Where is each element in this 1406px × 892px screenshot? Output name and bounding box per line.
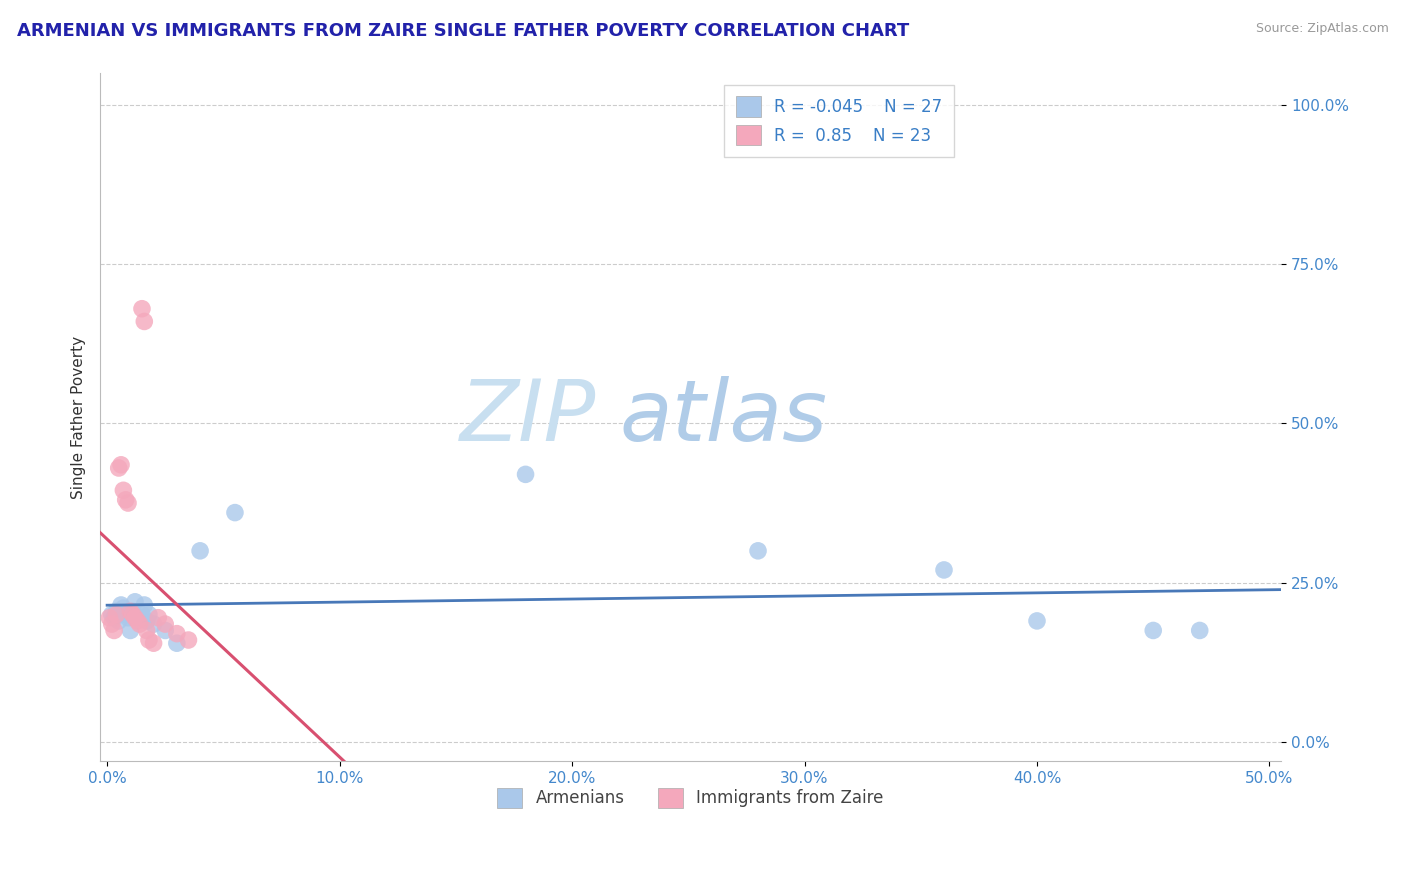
Point	[135, 614, 157, 628]
Point	[142, 636, 165, 650]
Point	[135, 624, 157, 638]
Point	[138, 633, 160, 648]
Point	[134, 598, 156, 612]
Point	[142, 617, 165, 632]
Text: Source: ZipAtlas.com: Source: ZipAtlas.com	[1256, 22, 1389, 36]
Point	[128, 617, 150, 632]
Point	[127, 614, 149, 628]
Point	[932, 563, 955, 577]
Point	[166, 626, 188, 640]
Y-axis label: Single Father Poverty: Single Father Poverty	[72, 335, 86, 499]
Point	[177, 633, 200, 648]
Point	[155, 624, 177, 638]
Point	[105, 604, 128, 618]
Point	[110, 458, 132, 472]
Point	[112, 483, 135, 498]
Point	[103, 624, 125, 638]
Point	[131, 607, 153, 622]
Point	[98, 611, 121, 625]
Point	[100, 607, 122, 622]
Text: ZIP: ZIP	[460, 376, 596, 458]
Point	[747, 544, 769, 558]
Point	[100, 617, 122, 632]
Point	[131, 301, 153, 316]
Point	[103, 611, 125, 625]
Point	[107, 461, 129, 475]
Point	[107, 614, 129, 628]
Point	[166, 636, 188, 650]
Point	[188, 544, 211, 558]
Point	[120, 624, 142, 638]
Point	[114, 607, 136, 622]
Point	[1188, 624, 1211, 638]
Point	[120, 604, 142, 618]
Point	[155, 617, 177, 632]
Point	[105, 607, 128, 622]
Point	[112, 601, 135, 615]
Point	[148, 611, 170, 625]
Point	[224, 506, 246, 520]
Point	[121, 604, 143, 618]
Point	[114, 492, 136, 507]
Point	[117, 496, 139, 510]
Text: atlas: atlas	[620, 376, 828, 458]
Point	[134, 314, 156, 328]
Point	[110, 598, 132, 612]
Point	[515, 467, 537, 482]
Point	[121, 607, 143, 622]
Point	[1026, 614, 1049, 628]
Text: ARMENIAN VS IMMIGRANTS FROM ZAIRE SINGLE FATHER POVERTY CORRELATION CHART: ARMENIAN VS IMMIGRANTS FROM ZAIRE SINGLE…	[17, 22, 910, 40]
Point	[117, 611, 139, 625]
Point	[124, 611, 146, 625]
Point	[138, 607, 160, 622]
Point	[1142, 624, 1164, 638]
Point	[127, 611, 149, 625]
Legend: Armenians, Immigrants from Zaire: Armenians, Immigrants from Zaire	[491, 781, 890, 814]
Point	[124, 595, 146, 609]
